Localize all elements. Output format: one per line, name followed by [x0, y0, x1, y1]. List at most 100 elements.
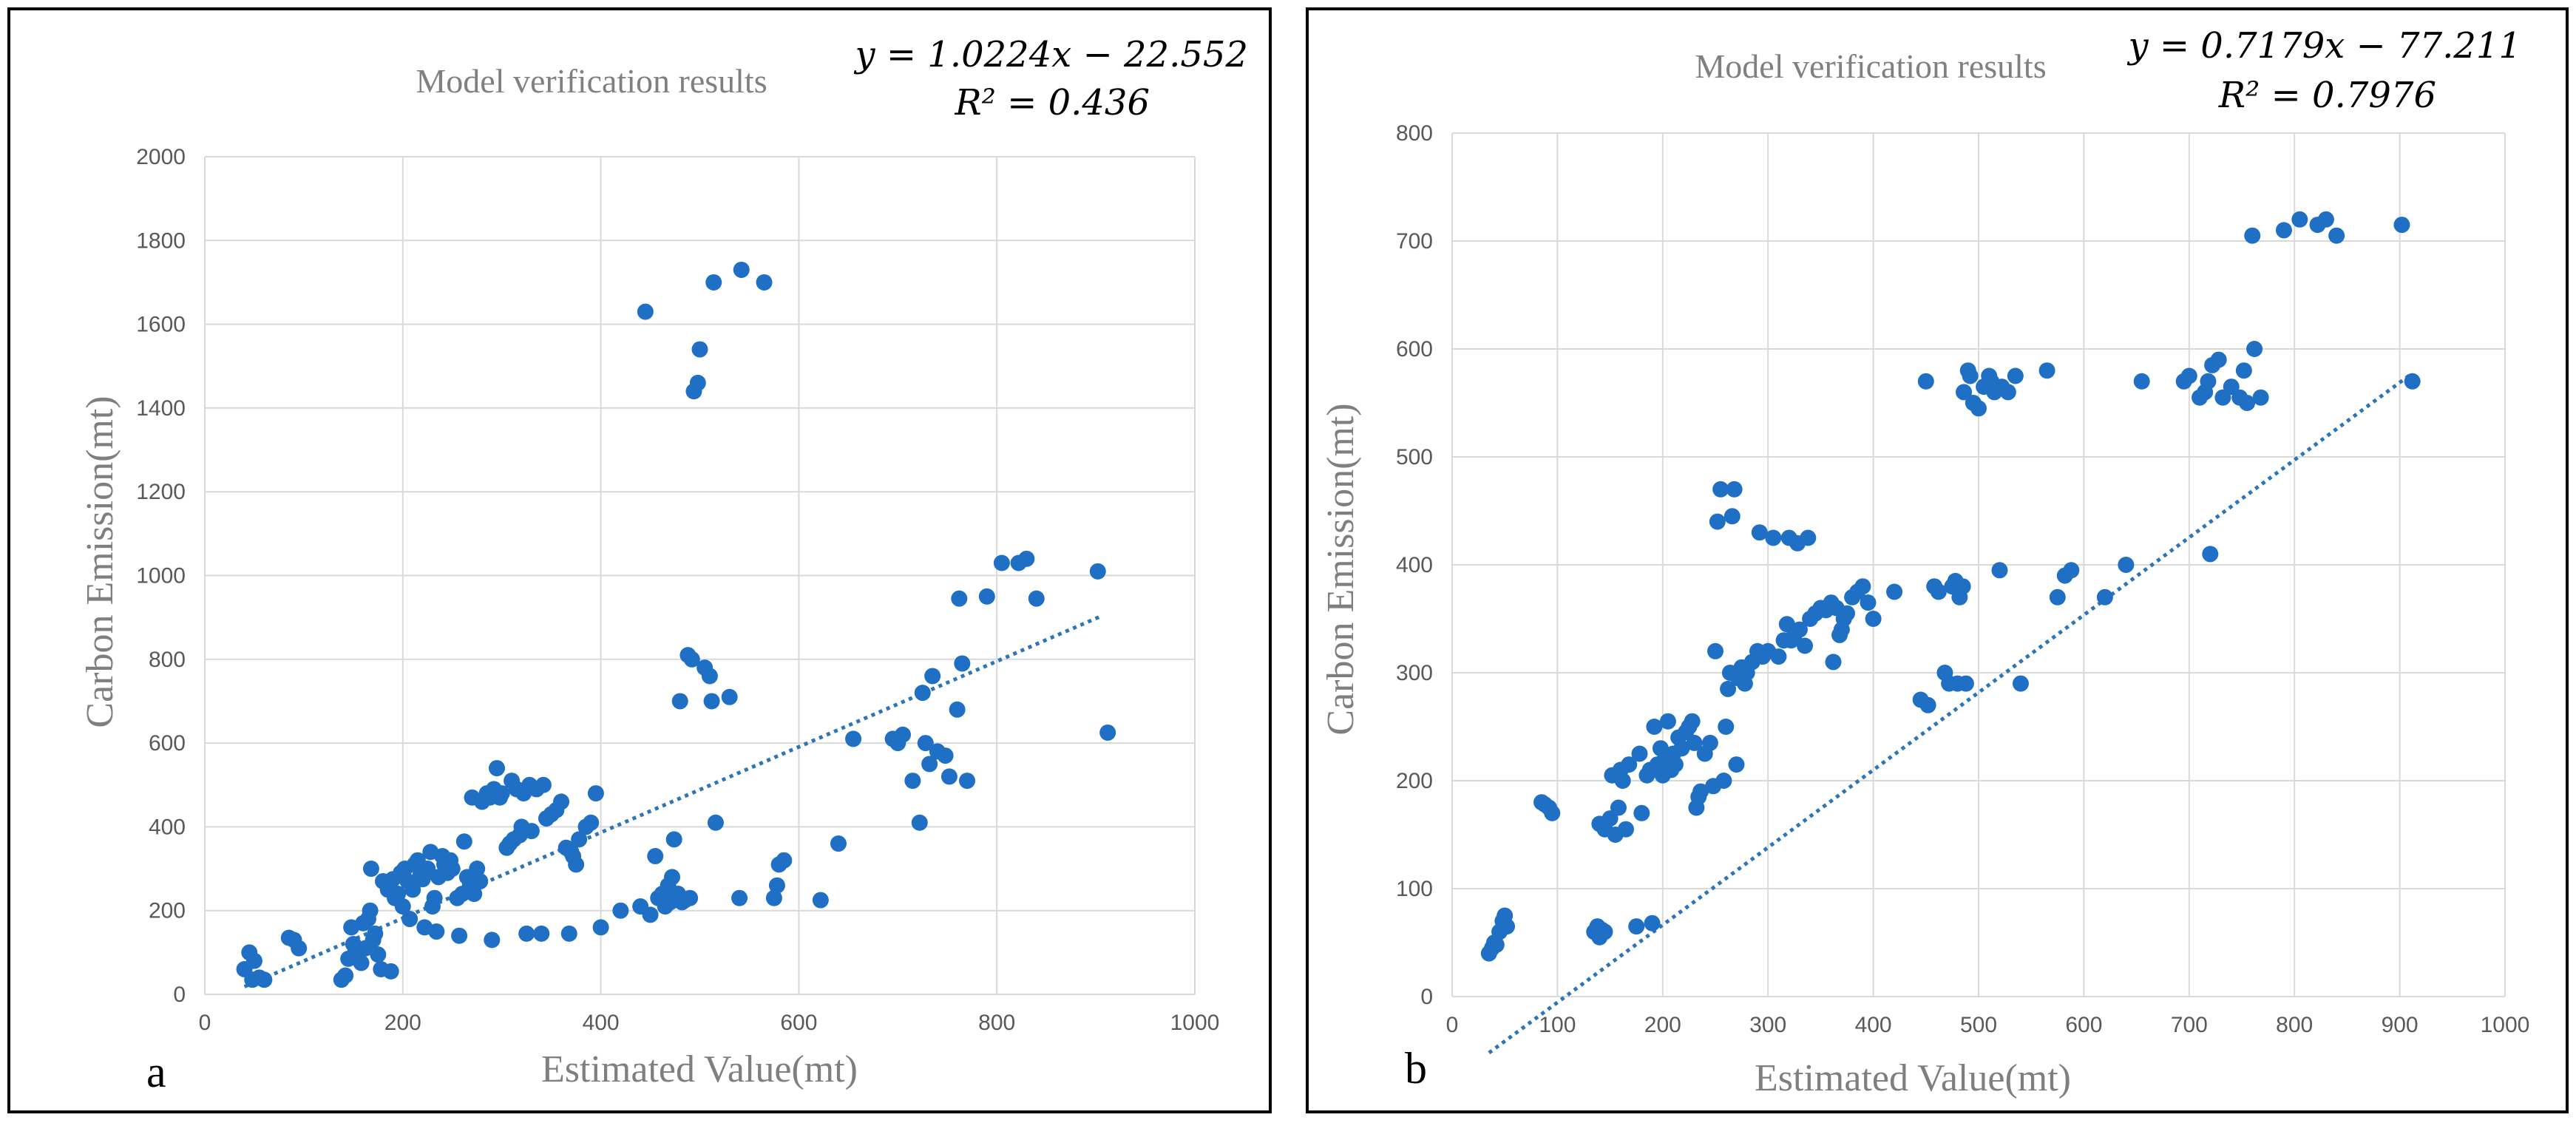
panel-a-point-110 [664, 869, 681, 886]
panel-b-x-tick-labels: 0 100 200 300 400 500 600 700 800 900 1000 [1446, 1013, 2530, 1037]
panel-a-letter: a [146, 1048, 166, 1096]
panel-a-point-143 [914, 685, 931, 702]
panel-a-point-135 [812, 892, 829, 909]
panel-a-point-140 [894, 726, 911, 743]
panel-a-point-103 [642, 906, 659, 923]
panel-a-point-134 [776, 852, 793, 869]
panel-b-point-157 [2404, 373, 2421, 390]
panel-b-point-99 [1865, 611, 1882, 627]
panel-b: Model verification results y = 0.7179x −… [1306, 7, 2569, 1113]
panel-b-letter: b [1405, 1044, 1427, 1093]
panel-a-point-128 [731, 889, 748, 906]
panel-b-x-tick-2: 200 [1644, 1013, 1681, 1037]
panel-a-x-axis-label: Estimated Value(mt) [541, 1048, 858, 1090]
panel-b-point-97 [1854, 578, 1871, 595]
panel-b-y-tick-1: 100 [1396, 877, 1433, 901]
panel-a-point-82 [523, 823, 540, 840]
panel-a-point-141 [904, 773, 921, 790]
panel-b-y-tick-3: 300 [1396, 661, 1433, 685]
panel-a-point-146 [924, 668, 941, 685]
panel-a-point-121 [691, 341, 708, 358]
panel-b-point-82 [1797, 637, 1814, 654]
panel-b-point-127 [2012, 675, 2029, 692]
panel-a-y-tick-labels: 0 200 400 600 800 1000 1200 1400 1600 1800 2000 [136, 145, 186, 1007]
panel-a-point-2 [245, 952, 262, 969]
panel-b-point-24 [1614, 773, 1631, 789]
panel-b-data-points [1480, 211, 2421, 962]
panel-a-point-102 [637, 303, 654, 320]
panel-a-y-tick-7: 1400 [136, 396, 186, 421]
panel-b-x-tick-10: 1000 [2481, 1013, 2530, 1037]
panel-b-point-118 [1970, 400, 1987, 417]
panel-b-title: Model verification results [1695, 47, 2046, 85]
panel-a-point-22 [367, 925, 384, 942]
panel-a-point-53 [444, 861, 461, 878]
panel-a-y-tick-10: 2000 [136, 145, 186, 169]
panel-a-y-tick-9: 1800 [136, 228, 186, 253]
panel-a-trendline [243, 614, 1102, 988]
panel-a-point-149 [940, 768, 957, 785]
panel-b-point-113 [1956, 384, 1973, 401]
panel-b-x-axis-label: Estimated Value(mt) [1755, 1057, 2071, 1099]
panel-b-point-33 [1646, 719, 1663, 735]
panel-a-x-tick-0: 0 [199, 1011, 211, 1035]
panel-b-x-tick-6: 600 [2065, 1013, 2102, 1037]
panel-a-point-113 [671, 693, 688, 710]
panel-a-point-126 [707, 814, 724, 831]
panel-a-point-118 [683, 651, 700, 668]
panel-a-title: Model verification results [416, 62, 767, 100]
panel-b-point-156 [2393, 217, 2410, 234]
panel-b-point-126 [2007, 367, 2024, 384]
panel-a-point-28 [382, 963, 399, 980]
panel-b-y-tick-4: 400 [1396, 553, 1433, 577]
panel-a-point-46 [426, 889, 443, 906]
panel-b-point-43 [1673, 740, 1690, 757]
panel-b-point-50 [1692, 783, 1709, 800]
panel-b-y-tick-labels: 0 100 200 300 400 500 600 700 800 [1396, 121, 1433, 1009]
panel-a-point-127 [721, 688, 738, 705]
panel-a-point-129 [733, 261, 750, 278]
panel-b-point-58 [1718, 719, 1735, 735]
panel-b-point-94 [1839, 605, 1855, 622]
panel-a-equation: y = 1.0224x − 22.552 [853, 34, 1248, 75]
panel-b-point-83 [1800, 529, 1817, 546]
panel-a-point-62 [469, 861, 486, 878]
panel-b-point-27 [1628, 918, 1645, 935]
panel-a-point-130 [756, 274, 773, 291]
panel-a-y-tick-1: 200 [149, 899, 186, 923]
panel-b-point-134 [2133, 373, 2150, 390]
panel-a-point-20 [362, 902, 379, 919]
panel-a-y-tick-8: 1600 [136, 313, 186, 337]
panel-b-x-tick-5: 500 [1960, 1013, 1997, 1037]
panel-b-x-tick-3: 300 [1749, 1013, 1786, 1037]
panel-a-point-99 [592, 919, 609, 936]
panel-b-point-73 [1765, 529, 1782, 546]
panel-b-point-100 [1886, 583, 1903, 600]
panel-b-point-149 [2246, 341, 2263, 357]
panel-b-point-155 [2328, 227, 2345, 244]
panel-a-point-24 [362, 861, 379, 878]
panel-b-point-140 [2202, 546, 2219, 563]
panel-b-x-tick-9: 900 [2382, 1013, 2419, 1037]
panel-a-point-98 [587, 785, 604, 802]
panel-a-point-57 [455, 833, 472, 850]
panel-a-x-tick-1: 200 [384, 1011, 421, 1035]
panel-b-point-125 [1999, 384, 2016, 401]
panel-a-point-80 [518, 925, 535, 942]
panel-b-point-22 [1610, 799, 1627, 816]
panel-a-point-159 [1089, 563, 1106, 580]
panel-b-y-tick-5: 500 [1396, 445, 1433, 469]
panel-b-point-29 [1633, 804, 1650, 821]
panel-a-data-points [236, 261, 1116, 988]
panel-b-point-25 [1617, 821, 1634, 838]
panel-a-point-151 [951, 590, 968, 607]
panel-a-point-8 [291, 940, 308, 957]
panel-a-point-152 [954, 655, 971, 672]
panel-a-point-16 [353, 954, 370, 971]
panel-a-point-136 [830, 835, 847, 852]
panel-b-equation: y = 0.7179x − 77.211 [2126, 25, 2521, 67]
panel-a-x-tick-5: 1000 [1170, 1011, 1220, 1035]
panel-b-frame [1306, 7, 2569, 1113]
panel-b-point-150 [2252, 389, 2269, 406]
panel-a-gridlines [204, 156, 1196, 995]
